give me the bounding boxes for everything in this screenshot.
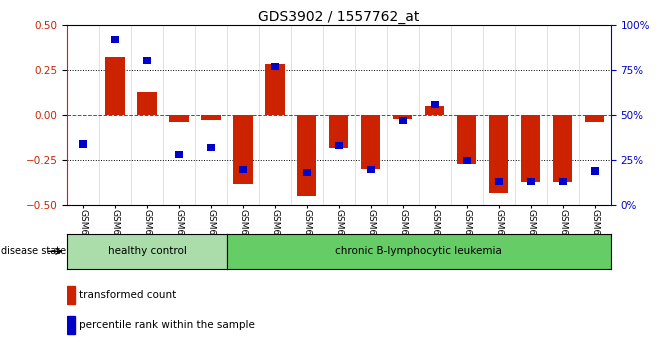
Bar — [207, 144, 215, 151]
Bar — [489, 115, 509, 193]
Bar — [105, 57, 125, 115]
Bar — [303, 169, 311, 176]
Text: disease state: disease state — [1, 246, 66, 256]
Bar — [463, 156, 471, 164]
Bar — [239, 166, 247, 173]
Bar — [585, 115, 604, 122]
Text: transformed count: transformed count — [79, 290, 176, 300]
Title: GDS3902 / 1557762_at: GDS3902 / 1557762_at — [258, 10, 419, 24]
Bar — [329, 115, 348, 148]
Bar — [201, 115, 221, 120]
Bar — [590, 167, 599, 175]
Bar — [138, 92, 156, 115]
Bar — [361, 115, 380, 169]
Bar — [425, 106, 444, 115]
Bar — [431, 101, 439, 108]
Bar — [143, 57, 151, 64]
Bar — [297, 115, 317, 196]
Bar — [393, 115, 413, 119]
Bar — [367, 166, 375, 173]
Text: chronic B-lymphocytic leukemia: chronic B-lymphocytic leukemia — [336, 246, 502, 256]
Bar — [559, 178, 566, 185]
Bar — [553, 115, 572, 182]
Bar — [169, 115, 189, 122]
Bar — [67, 316, 75, 334]
Bar — [527, 178, 535, 185]
Bar — [521, 115, 540, 182]
Bar — [335, 142, 343, 149]
Bar — [175, 151, 183, 158]
Bar — [271, 63, 279, 70]
Bar — [234, 115, 252, 184]
Bar — [79, 140, 87, 148]
Bar — [265, 64, 285, 115]
Bar — [399, 117, 407, 124]
Bar — [457, 115, 476, 164]
Text: percentile rank within the sample: percentile rank within the sample — [79, 320, 255, 330]
Bar — [67, 286, 75, 304]
Bar — [495, 178, 503, 185]
Bar — [111, 36, 119, 43]
Text: healthy control: healthy control — [107, 246, 187, 256]
